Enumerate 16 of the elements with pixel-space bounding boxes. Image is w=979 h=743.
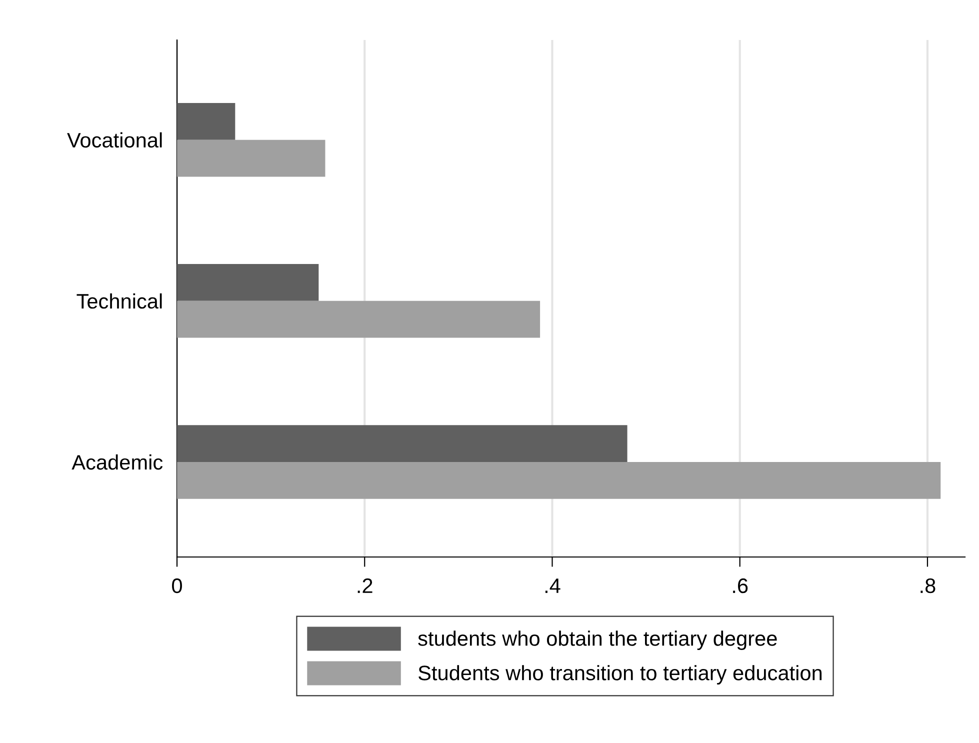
bar xyxy=(177,140,326,177)
x-tick-label: .6 xyxy=(733,578,748,594)
x-tick-label: .4 xyxy=(545,578,560,593)
bar xyxy=(177,300,540,338)
bar xyxy=(177,425,628,462)
x-tick-label: 0 xyxy=(172,578,182,594)
x-tick-label: .2 xyxy=(358,578,372,593)
x-tick-label: .8 xyxy=(920,578,936,594)
y-tick-label: Vocational xyxy=(67,132,162,148)
legend-label: Students who transition to tertiary education xyxy=(418,665,822,684)
bar xyxy=(177,264,319,301)
y-tick-label: Academic xyxy=(72,454,163,470)
bar xyxy=(177,462,941,499)
legend-label: students who obtain the tertiary degree xyxy=(418,630,777,650)
bar xyxy=(177,102,236,140)
y-tick-label: Technical xyxy=(76,293,162,309)
